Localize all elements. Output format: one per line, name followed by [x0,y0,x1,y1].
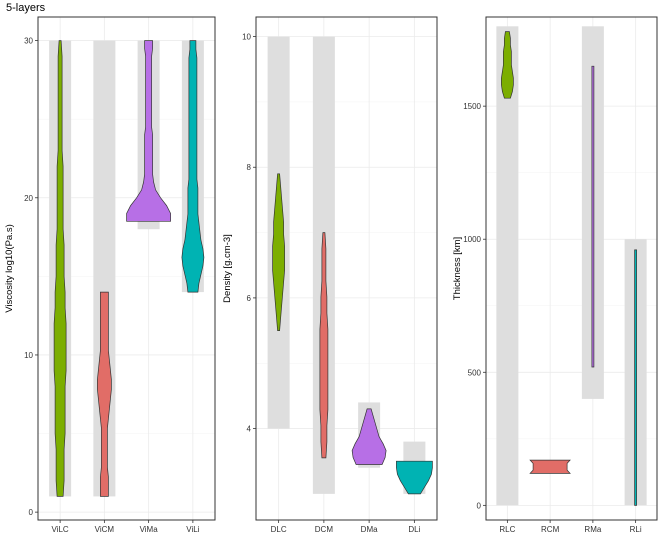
x-tick-label: RLi [630,525,642,534]
x-tick-label: RCM [541,525,560,534]
y-tick-label: 0 [29,508,34,517]
y-axis-label: Viscosity log10(Pa.s) [4,224,15,313]
violin-ViLi [181,40,205,293]
y-tick-label: 30 [24,37,33,46]
y-tick-label: 10 [24,351,33,360]
x-tick-label: ViMa [140,525,159,534]
violin-DMa [351,408,387,465]
chart-title: 5-layers [6,2,46,14]
y-tick-label: 0 [477,501,482,510]
violin-ViCM [97,291,112,497]
y-tick-label: 4 [247,425,252,434]
violin-RLC [501,31,514,99]
x-tick-label: RLC [499,525,515,534]
violin-DCM [319,232,329,459]
panel-border [255,16,438,521]
panel-border [37,16,216,521]
x-tick-label: DLC [271,525,287,534]
y-tick-label: 6 [247,294,252,303]
y-tick-label: 20 [24,194,33,203]
violin-ViMa [126,40,171,222]
y-tick-label: 8 [247,163,252,172]
x-tick-label: DCM [315,525,334,534]
y-tick-label: 500 [468,368,482,377]
x-tick-label: ViCM [95,525,115,534]
violin-RLi [634,249,637,506]
y-axis-label: Thickness [km] [452,237,463,300]
x-tick-label: ViLi [186,525,199,534]
y-tick-label: 10 [242,33,251,42]
y-tick-label: 1000 [463,235,481,244]
panel-border [485,16,658,521]
y-tick-label: 1500 [463,102,481,111]
violin-RMa [591,65,595,368]
x-tick-label: RMa [584,525,601,534]
violin-DLi [396,460,433,495]
violin-ViLC [53,40,67,497]
violin-RCM [529,459,571,474]
range-bar [496,26,519,506]
violin-DLC [272,173,285,331]
x-tick-label: ViLC [52,525,69,534]
x-tick-label: DLi [408,525,420,534]
y-axis-label: Density [g.cm-3] [222,234,233,303]
x-tick-label: DMa [361,525,378,534]
